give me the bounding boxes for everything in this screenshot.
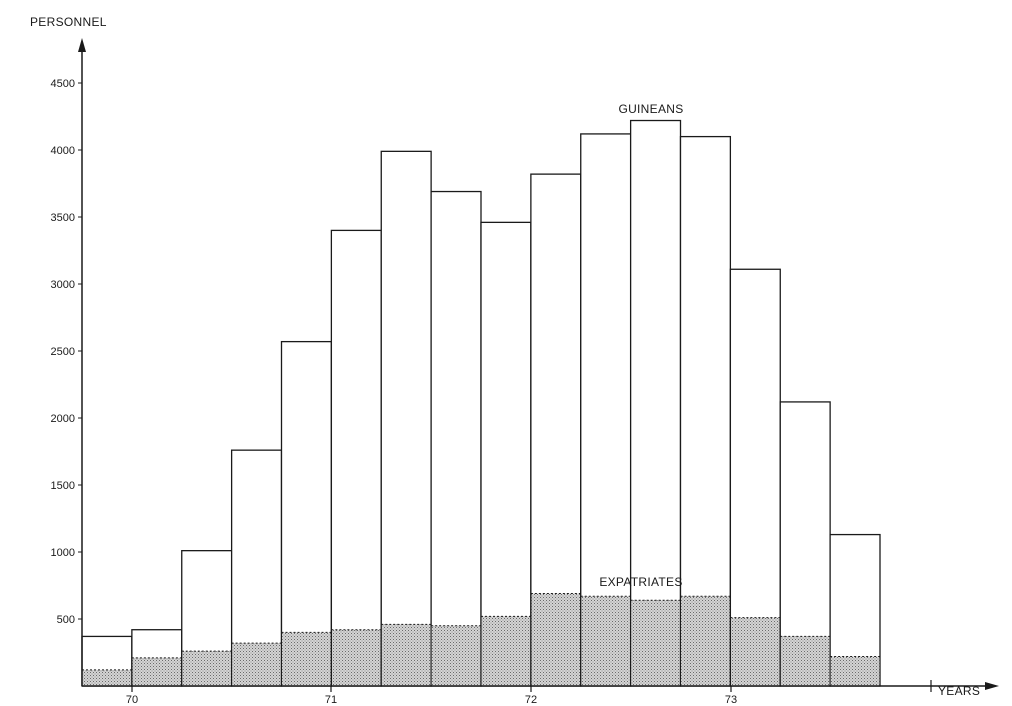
y-tick-label: 2000 bbox=[51, 413, 75, 425]
bar-guineans bbox=[679, 135, 732, 687]
bar-expatriates bbox=[481, 616, 531, 686]
x-tick-label: 72 bbox=[525, 694, 537, 706]
bar-expatriates bbox=[232, 643, 281, 686]
bar-expatriates bbox=[132, 657, 182, 686]
y-tick-label: 3500 bbox=[51, 212, 75, 224]
bar-expatriates bbox=[182, 651, 231, 686]
y-axis-arrow bbox=[78, 38, 86, 52]
axes-layer bbox=[78, 38, 999, 690]
bar-guineans bbox=[580, 133, 632, 687]
y-tick-label: 3000 bbox=[51, 279, 75, 291]
x-axis-title: YEARS bbox=[938, 684, 980, 698]
x-tick-label: 71 bbox=[325, 694, 337, 706]
bar-guineans bbox=[280, 340, 333, 687]
bar-expatriates bbox=[830, 656, 880, 686]
bar-expatriates bbox=[282, 632, 331, 686]
y-tick-label: 500 bbox=[57, 614, 75, 626]
bar-guineans bbox=[629, 119, 682, 687]
bar-expatriates bbox=[381, 624, 431, 686]
series-label-guineans: GUINEANS bbox=[618, 102, 683, 116]
bar-guineans bbox=[430, 190, 482, 687]
bar-expatriates bbox=[731, 617, 780, 686]
bar-guineans bbox=[330, 229, 382, 687]
y-tick-label: 1500 bbox=[51, 480, 75, 492]
x-axis-arrow bbox=[985, 682, 999, 690]
series-label-expatriates: EXPATRIATES bbox=[599, 575, 682, 589]
bar-expatriates bbox=[581, 596, 630, 686]
bar-guineans bbox=[729, 268, 781, 687]
y-axis-title: PERSONNEL bbox=[30, 15, 107, 29]
y-tick-label: 2500 bbox=[51, 346, 75, 358]
bar-expatriates bbox=[780, 636, 830, 686]
x-tick-label: 73 bbox=[725, 694, 737, 706]
bar-guineans bbox=[380, 150, 432, 687]
bar-guineans bbox=[480, 221, 532, 687]
y-tick-label: 1000 bbox=[51, 547, 75, 559]
bar-expatriates bbox=[681, 596, 730, 686]
bar-expatriates bbox=[631, 600, 680, 686]
ticks-layer: 500 1000 1500 2000 2500 3000 3500 4000 4500 70 71 7… bbox=[51, 78, 932, 706]
x-tick-label: 70 bbox=[126, 694, 138, 706]
bar-expatriates bbox=[82, 669, 132, 686]
y-tick-label: 4000 bbox=[51, 145, 75, 157]
bar-expatriates bbox=[332, 629, 381, 686]
y-tick-label: 4500 bbox=[51, 78, 75, 90]
bar-expatriates bbox=[431, 625, 481, 686]
bars-layer bbox=[81, 119, 881, 687]
bar-expatriates bbox=[531, 593, 581, 686]
